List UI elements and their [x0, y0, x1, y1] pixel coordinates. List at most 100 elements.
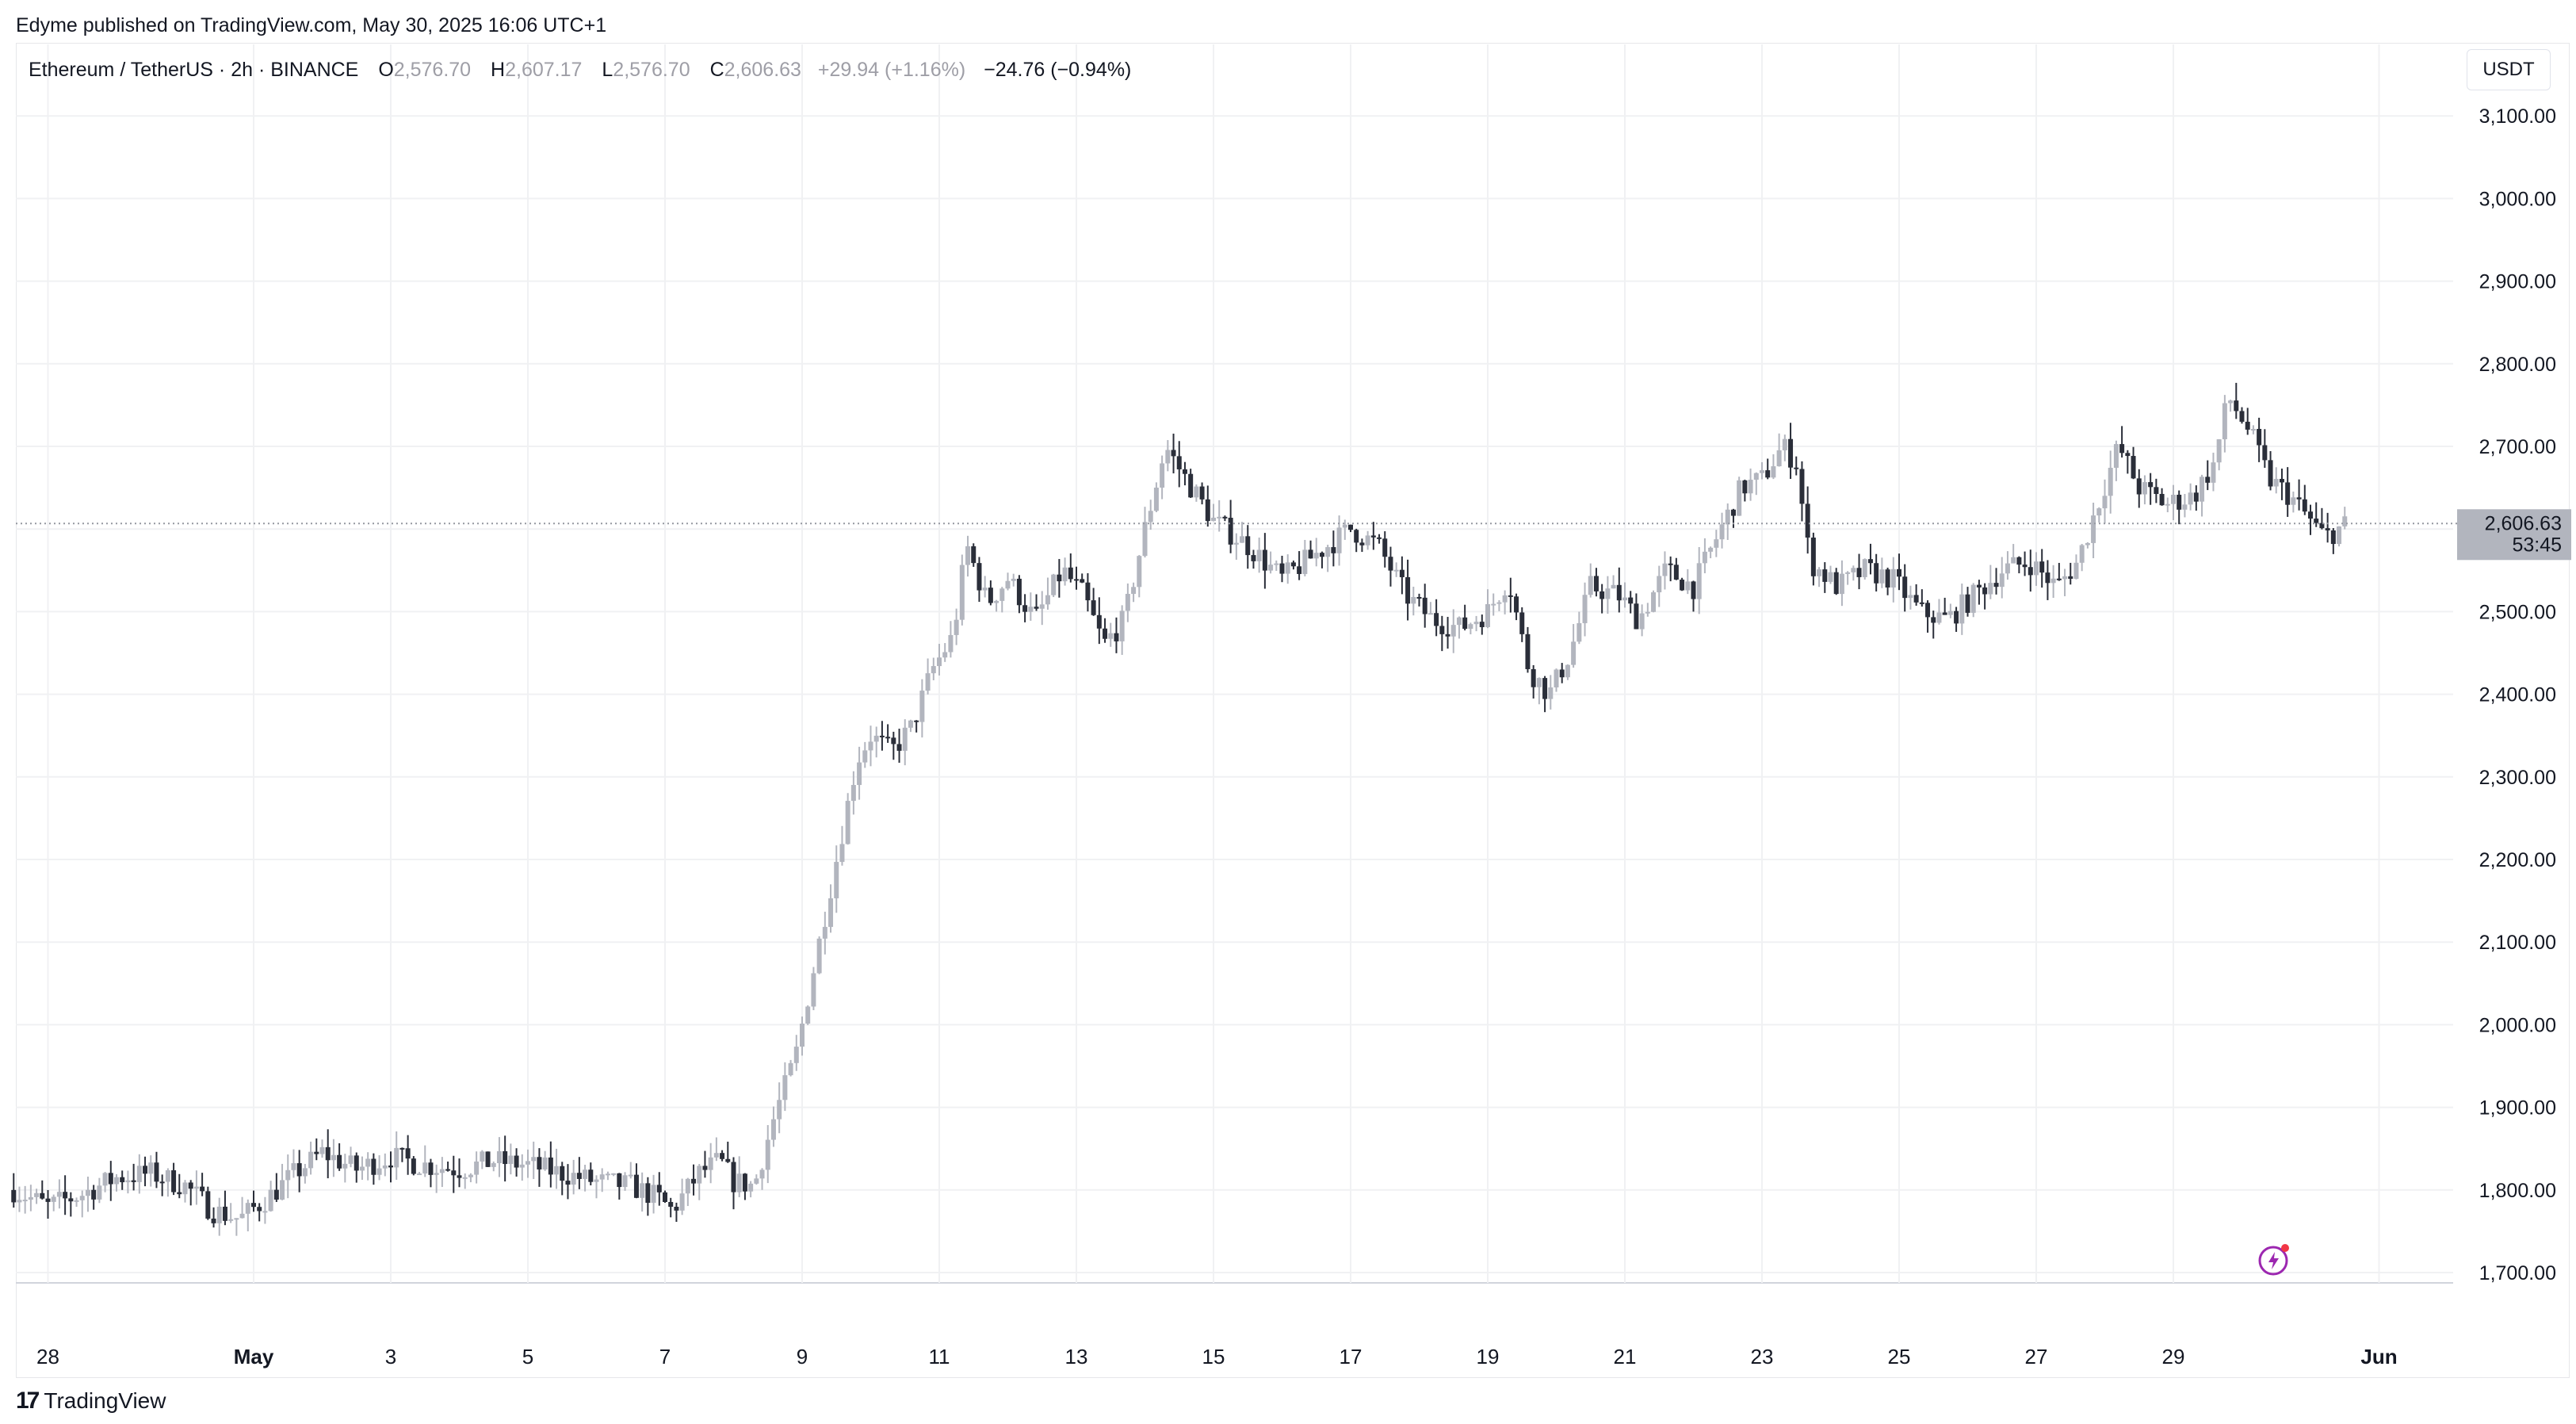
candle-body [1879, 569, 1885, 584]
high-value: 2,607.17 [505, 59, 583, 81]
candle-body [1468, 624, 1473, 630]
time-tick-label: 19 [1477, 1345, 1500, 1368]
candle-body [1874, 563, 1879, 584]
candle-body [2062, 576, 2068, 580]
candle-body [251, 1203, 256, 1208]
time-tick-label: 13 [1065, 1345, 1088, 1368]
candle-body [1628, 597, 1634, 604]
candle-body [1696, 563, 1702, 599]
candle-body [1342, 524, 1347, 528]
candle-body [2102, 496, 2108, 509]
candle-body [2291, 497, 2296, 505]
candle-body [942, 652, 948, 658]
candle-body [2005, 563, 2010, 574]
price-tick-label: 2,000.00 [2479, 1014, 2556, 1036]
candle-body [2211, 462, 2216, 483]
candle-body [2056, 578, 2062, 580]
candle-body [1919, 602, 1924, 604]
candle-body [1725, 509, 1730, 525]
candle-body [114, 1177, 119, 1185]
tradingview-logo[interactable]: 17 TradingView [16, 1388, 166, 1414]
candle-body [417, 1173, 422, 1176]
candle-body [2131, 456, 2136, 479]
candle-body [2016, 557, 2022, 565]
candle-body [239, 1213, 245, 1219]
chart-pane[interactable] [16, 43, 2570, 1378]
candle-body [2177, 494, 2182, 510]
candle-body [554, 1166, 560, 1175]
candle-body [2148, 482, 2154, 488]
candle-body [816, 938, 822, 974]
candle-body [1776, 450, 1782, 467]
candle-body [1393, 569, 1399, 572]
candle-body [2216, 439, 2222, 463]
candle-body [857, 762, 862, 786]
candle-body [1268, 565, 1274, 571]
candle-body [583, 1169, 588, 1179]
lightning-icon[interactable] [2257, 1242, 2292, 1277]
candle-body [2337, 526, 2342, 545]
candle-body [342, 1163, 348, 1169]
candle-body [1274, 563, 1279, 565]
candle-body [462, 1177, 468, 1179]
candle-body [1445, 634, 1450, 637]
price-tick-label: 2,900.00 [2479, 271, 2556, 293]
candle-body [154, 1162, 159, 1182]
candle-body [165, 1169, 170, 1182]
candle-body [171, 1169, 177, 1192]
bar-countdown: 53:45 [2512, 534, 2562, 556]
candle-body [120, 1177, 125, 1183]
candle-body [959, 565, 965, 620]
candle-body [1034, 607, 1039, 609]
candle-body [1902, 576, 1908, 599]
candle-body [1194, 486, 1199, 498]
candle-body [1845, 572, 1851, 574]
candle-body [1571, 641, 1577, 665]
candle-body [1737, 480, 1742, 516]
candle-body [496, 1150, 502, 1164]
candle-body [1651, 592, 1657, 612]
candle-body [839, 844, 845, 863]
candle-body [1525, 634, 1531, 669]
candle-body [1359, 542, 1365, 545]
candle-body [1519, 612, 1525, 634]
candle-body [645, 1183, 651, 1203]
bar-change: +29.94 (+1.16%) [817, 59, 966, 81]
candle-body [1016, 578, 1022, 606]
candle-body [102, 1173, 108, 1186]
time-tick-label: 25 [1888, 1345, 1911, 1368]
candle-body [1771, 466, 1776, 478]
candle-body [1588, 576, 1593, 595]
candle-body [805, 1006, 811, 1024]
candle-body [594, 1179, 599, 1182]
candle-body [1450, 625, 1456, 637]
candle-body [1062, 567, 1068, 582]
candle-body [508, 1155, 514, 1165]
candle-body [2279, 479, 2284, 483]
candle-body [108, 1173, 113, 1185]
candle-body [1354, 530, 1359, 543]
candle-body [1742, 480, 1748, 494]
candle-body [422, 1162, 428, 1174]
candle-body [1691, 581, 1696, 599]
candle-body [1496, 602, 1502, 604]
currency-button[interactable]: USDT [2467, 49, 2551, 90]
candle-body [1422, 597, 1428, 614]
candle-body [1153, 488, 1159, 511]
candle-body [365, 1158, 371, 1167]
candle-body [228, 1219, 234, 1221]
candle-body [45, 1198, 51, 1202]
candle-body [331, 1154, 336, 1161]
candle-body [245, 1203, 250, 1214]
price-tick-label: 2,300.00 [2479, 767, 2556, 789]
candle-body [725, 1158, 731, 1162]
candle-body [1051, 574, 1057, 595]
candle-body [1456, 617, 1462, 626]
candle-body [79, 1196, 85, 1200]
symbol-name[interactable]: Ethereum / TetherUS · 2h · BINANCE [29, 59, 359, 81]
candle-body [1862, 559, 1867, 577]
candle-body [1702, 551, 1707, 564]
candle-body [1577, 622, 1582, 642]
candle-body [1256, 549, 1262, 561]
